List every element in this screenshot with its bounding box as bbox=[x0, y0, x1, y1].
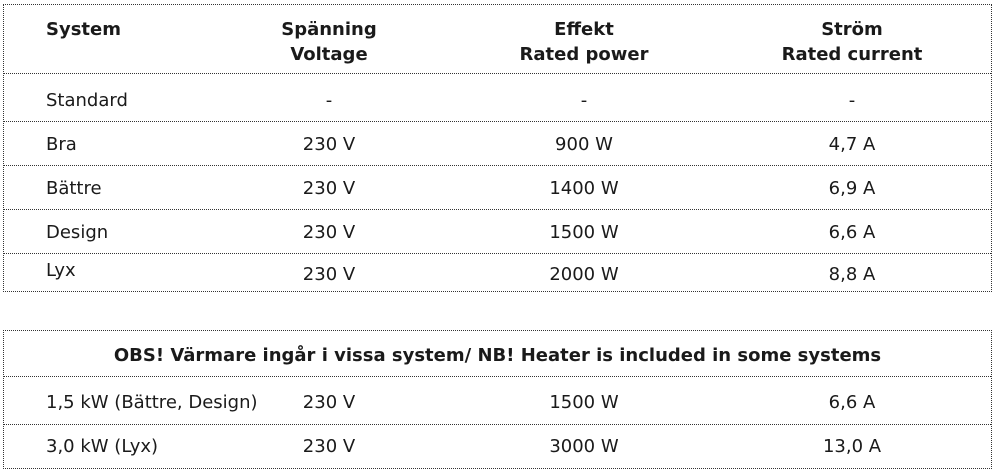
cell-power: 1400 W bbox=[549, 178, 619, 199]
cell-voltage: 230 V bbox=[302, 264, 356, 285]
cell-system: 3,0 kW (Lyx) bbox=[46, 436, 159, 457]
heater-table: OBS! Värmare ingår i vissa system/ NB! H… bbox=[3, 330, 992, 469]
cell-power: 3000 W bbox=[549, 436, 619, 457]
cell-power: - bbox=[580, 90, 588, 111]
cell-system: Design bbox=[46, 222, 109, 243]
divider bbox=[4, 424, 991, 425]
cell-system: Lyx bbox=[46, 260, 76, 281]
spec-table: System Spänning Voltage Effekt Rated pow… bbox=[3, 4, 992, 292]
cell-current: - bbox=[848, 90, 856, 111]
cell-power: 1500 W bbox=[549, 392, 619, 413]
header-voltage-en: Voltage bbox=[290, 44, 368, 65]
header-power-sv: Effekt bbox=[554, 19, 614, 40]
cell-system: 1,5 kW (Bättre, Design) bbox=[46, 392, 258, 413]
cell-power: 900 W bbox=[555, 134, 613, 155]
cell-system: Bra bbox=[46, 134, 77, 155]
cell-power: 2000 W bbox=[549, 264, 619, 285]
divider bbox=[4, 73, 991, 74]
cell-current: 6,9 A bbox=[828, 178, 876, 199]
divider bbox=[4, 165, 991, 166]
header-power: Effekt Rated power bbox=[484, 17, 684, 67]
cell-power: 1500 W bbox=[549, 222, 619, 243]
header-voltage-sv: Spänning bbox=[281, 19, 377, 40]
divider bbox=[4, 121, 991, 122]
cell-voltage: 230 V bbox=[302, 392, 356, 413]
cell-voltage: 230 V bbox=[302, 134, 356, 155]
cell-current: 13,0 A bbox=[822, 436, 882, 457]
header-current-en: Rated current bbox=[781, 44, 923, 65]
cell-voltage: - bbox=[325, 90, 333, 111]
cell-current: 6,6 A bbox=[828, 392, 876, 413]
cell-system: Standard bbox=[46, 90, 128, 111]
cell-current: 4,7 A bbox=[828, 134, 876, 155]
cell-voltage: 230 V bbox=[302, 436, 356, 457]
header-current: Ström Rated current bbox=[752, 17, 952, 67]
divider bbox=[4, 253, 991, 254]
cell-voltage: 230 V bbox=[302, 222, 356, 243]
cell-system: Bättre bbox=[46, 178, 102, 199]
spec-table-header-row: System Spänning Voltage Effekt Rated pow… bbox=[4, 17, 991, 69]
header-system: System bbox=[46, 19, 121, 40]
cell-voltage: 230 V bbox=[302, 178, 356, 199]
cell-current: 8,8 A bbox=[828, 264, 876, 285]
divider bbox=[4, 376, 991, 377]
divider bbox=[4, 209, 991, 210]
heater-notice: OBS! Värmare ingår i vissa system/ NB! H… bbox=[113, 345, 882, 366]
cell-current: 6,6 A bbox=[828, 222, 876, 243]
header-current-sv: Ström bbox=[821, 19, 883, 40]
header-voltage: Spänning Voltage bbox=[229, 17, 429, 67]
header-power-en: Rated power bbox=[519, 44, 649, 65]
